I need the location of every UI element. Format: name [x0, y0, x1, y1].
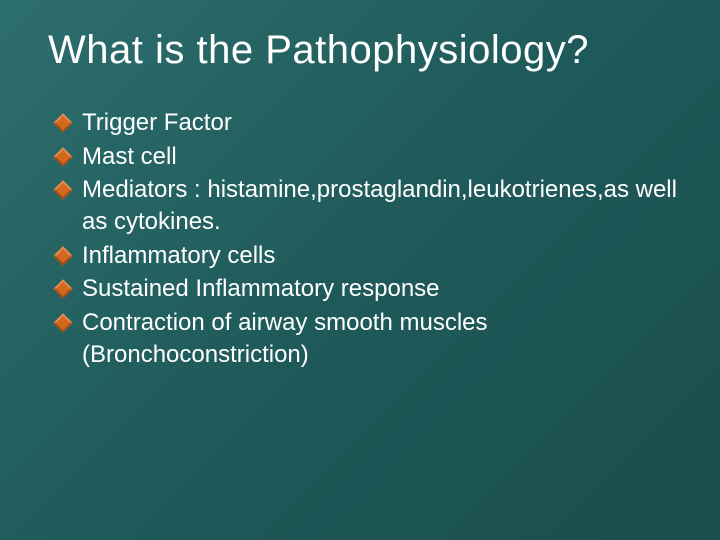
list-item: Inflammatory cells: [56, 240, 680, 272]
bullet-text: Contraction of airway smooth muscles (Br…: [82, 307, 680, 370]
list-item: Sustained Inflammatory response: [56, 273, 680, 305]
diamond-bullet-icon: [53, 147, 73, 167]
list-item: Mast cell: [56, 141, 680, 173]
diamond-bullet-icon: [53, 246, 73, 266]
bullet-text: Mediators : histamine,prostaglandin,leuk…: [82, 174, 680, 237]
diamond-bullet-icon: [53, 180, 73, 200]
list-item: Mediators : histamine,prostaglandin,leuk…: [56, 174, 680, 237]
diamond-bullet-icon: [53, 113, 73, 133]
list-item: Contraction of airway smooth muscles (Br…: [56, 307, 680, 370]
bullet-text: Sustained Inflammatory response: [82, 273, 680, 305]
slide-title: What is the Pathophysiology?: [48, 28, 680, 73]
slide: What is the Pathophysiology? Trigger Fac…: [0, 0, 720, 540]
list-item: Trigger Factor: [56, 107, 680, 139]
bullet-list: Trigger Factor Mast cell Mediators : his…: [48, 107, 680, 370]
bullet-text: Trigger Factor: [82, 107, 680, 139]
bullet-text: Inflammatory cells: [82, 240, 680, 272]
diamond-bullet-icon: [53, 279, 73, 299]
bullet-text: Mast cell: [82, 141, 680, 173]
diamond-bullet-icon: [53, 313, 73, 333]
